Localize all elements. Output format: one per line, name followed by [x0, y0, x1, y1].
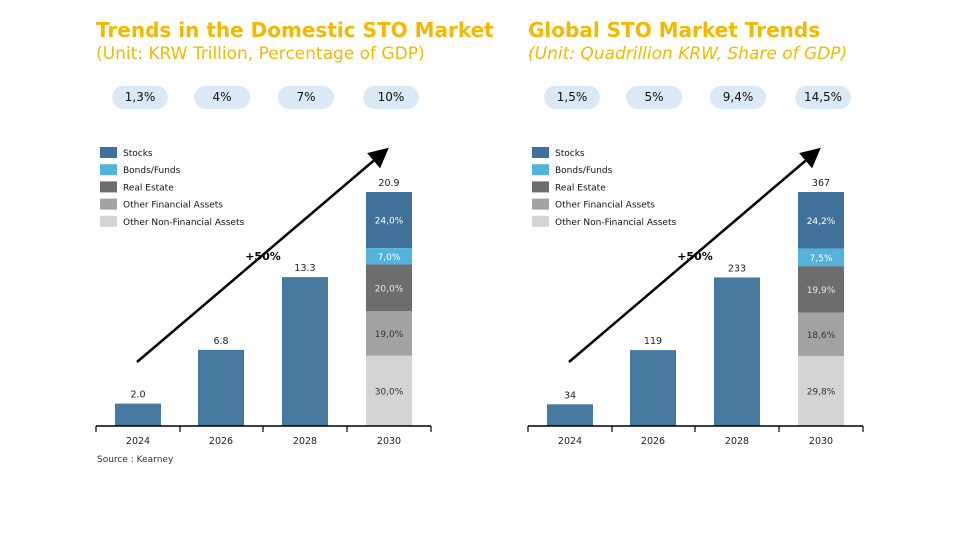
global-bar-chart: Stocks Bonds/Funds Real Estate Other Financ…	[527, 147, 864, 447]
segment-label: 18,6%	[807, 331, 836, 341]
legend-swatch	[532, 147, 549, 158]
growth-label: +50%	[245, 250, 281, 263]
stack-segment	[366, 355, 412, 426]
segment-label: 19,0%	[375, 330, 404, 340]
global-sto-panel: Global STO Market Trends (Unit: Quadrill…	[432, 0, 902, 545]
bar	[714, 277, 760, 426]
x-tick-label: 2024	[126, 436, 150, 447]
gdp-share-pill-2028: 7%	[278, 86, 334, 109]
segment-label: 7,5%	[810, 254, 833, 264]
x-tick-label: 2024	[558, 436, 582, 447]
stack-segment	[798, 312, 844, 357]
gdp-share-pill-2024: 1,3%	[112, 86, 168, 109]
legend-label: Stocks	[555, 149, 585, 159]
segment-label: 24,2%	[807, 217, 836, 227]
chart-subtitle: (Unit: KRW Trillion, Percentage of GDP)	[96, 44, 425, 64]
bar-value-label: 233	[728, 263, 746, 274]
stack-segment	[366, 264, 412, 312]
x-tick-label: 2028	[725, 436, 749, 447]
chart-title: Global STO Market Trends	[528, 18, 821, 42]
segment-label: 19,9%	[807, 286, 836, 296]
x-tick-label: 2026	[209, 436, 233, 447]
gdp-share-pill-2030: 10%	[363, 86, 419, 109]
domestic-sto-panel: Trends in the Domestic STO Market (Unit:…	[0, 0, 494, 545]
bar-value-label: 34	[564, 390, 576, 401]
segment-label: 29,8%	[807, 388, 836, 398]
stack-segment	[366, 192, 412, 249]
x-tick-label: 2026	[641, 436, 665, 447]
bar-value-label: 119	[644, 336, 662, 347]
domestic-bar-chart: Stocks Bonds/Funds Real Estate Other Financ…	[95, 147, 432, 447]
legend-label: Real Estate	[123, 183, 174, 193]
bar-value-label: 20.9	[378, 178, 399, 189]
segment-label: 30,0%	[375, 387, 404, 397]
gdp-share-pill-2024: 1,5%	[544, 86, 600, 109]
legend-swatch	[100, 147, 117, 158]
legend-swatch	[100, 198, 117, 210]
growth-arrow	[136, 147, 389, 363]
segment-label: 24,0%	[375, 217, 404, 227]
stack-segment	[798, 356, 844, 426]
bar-value-label: 13.3	[294, 263, 315, 274]
stack-segment	[798, 266, 844, 313]
stack-segment	[366, 248, 412, 265]
bar-value-label: 367	[812, 178, 830, 189]
bar-value-label: 6.8	[213, 336, 228, 347]
chart-subtitle: (Unit: Quadrillion KRW, Share of GDP)	[528, 44, 848, 64]
legend-label: Other Financial Assets	[123, 201, 223, 211]
gdp-share-pill-2028: 9,4%	[710, 86, 766, 109]
growth-arrow	[568, 147, 821, 363]
legend-label: Bonds/Funds	[555, 166, 613, 176]
legend-label: Bonds/Funds	[123, 166, 181, 176]
stack-segment	[366, 311, 412, 356]
stack-segment	[798, 192, 844, 249]
x-tick-label: 2030	[377, 436, 401, 447]
legend-swatch	[532, 164, 549, 176]
legend-swatch	[100, 181, 117, 193]
legend-swatch	[100, 215, 117, 227]
legend-label: Real Estate	[555, 183, 606, 193]
legend-label: Other Non-Financial Assets	[123, 218, 244, 228]
bar	[282, 277, 328, 426]
bar-value-label: 2.0	[130, 390, 145, 401]
chart-title: Trends in the Domestic STO Market	[96, 18, 494, 42]
legend-swatch	[100, 164, 117, 176]
legend-swatch	[532, 181, 549, 193]
legend-swatch	[532, 215, 549, 227]
bar	[547, 404, 593, 426]
bar	[198, 349, 244, 426]
legend-label: Stocks	[123, 149, 153, 159]
legend-swatch	[532, 198, 549, 210]
x-tick-label: 2030	[809, 436, 833, 447]
legend-label: Other Non-Financial Assets	[555, 218, 676, 228]
bar	[630, 350, 676, 426]
growth-label: +50%	[677, 250, 713, 263]
legend-label: Other Financial Assets	[555, 201, 655, 211]
gdp-share-pill-2026: 5%	[626, 86, 682, 109]
segment-label: 7,0%	[378, 253, 401, 263]
stack-segment	[798, 248, 844, 267]
bar	[115, 403, 161, 426]
x-tick-label: 2028	[293, 436, 317, 447]
segment-label: 20,0%	[375, 284, 404, 294]
gdp-share-pill-2026: 4%	[194, 86, 250, 109]
gdp-share-pill-2030: 14,5%	[795, 86, 851, 109]
source-note: Source : Kearney	[97, 455, 174, 465]
